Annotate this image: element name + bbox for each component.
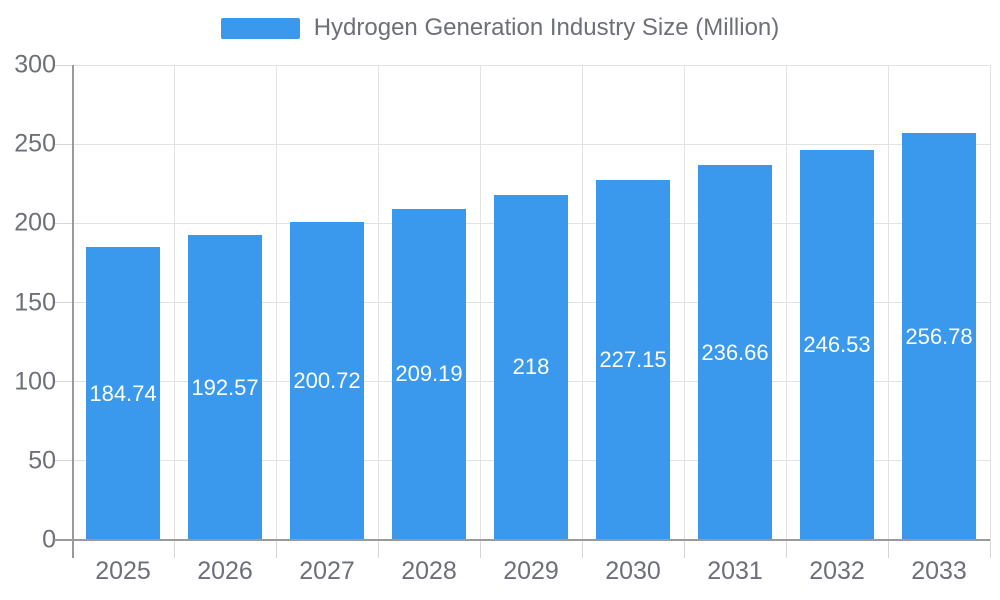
gridline-vertical <box>581 65 583 540</box>
x-axis-tick <box>377 540 379 558</box>
bar-value-label: 256.78 <box>905 323 973 349</box>
y-axis-tick <box>54 222 72 224</box>
gridline-vertical <box>785 65 787 540</box>
x-axis-label: 2032 <box>809 557 865 585</box>
bar[interactable] <box>188 235 262 540</box>
x-axis-tick <box>683 540 685 558</box>
y-axis-label: 250 <box>14 129 56 158</box>
bar-value-label: 236.66 <box>701 339 769 365</box>
x-axis-label: 2025 <box>95 557 151 585</box>
gridline-vertical <box>275 65 277 540</box>
y-axis-tick <box>54 381 72 383</box>
gridline-vertical <box>887 65 889 540</box>
x-axis-tick <box>275 540 277 558</box>
bar-value-label: 227.15 <box>599 347 667 373</box>
bar[interactable] <box>800 149 874 540</box>
gridline-vertical <box>683 65 685 540</box>
x-axis-tick <box>581 540 583 558</box>
x-axis-line <box>54 539 990 541</box>
y-axis-label: 100 <box>14 367 56 396</box>
y-axis-tick <box>54 64 72 66</box>
y-axis-label: 150 <box>14 288 56 316</box>
x-axis-label: 2029 <box>503 557 559 585</box>
x-axis-label: 2028 <box>401 557 457 585</box>
legend-label[interactable]: Hydrogen Generation Industry Size (Milli… <box>313 14 780 41</box>
x-axis-tick <box>479 540 481 558</box>
x-axis-label: 2026 <box>197 557 253 585</box>
bar-value-label: 218 <box>512 354 550 380</box>
x-axis-label: 2031 <box>707 557 763 585</box>
y-axis-tick <box>54 143 72 145</box>
x-axis-tick <box>887 540 889 558</box>
gridline-vertical <box>377 65 379 540</box>
gridline-vertical <box>479 65 481 540</box>
x-axis-tick <box>989 540 991 558</box>
gridline-horizontal <box>72 143 990 145</box>
gridline-horizontal <box>72 64 990 66</box>
gridline-vertical <box>173 65 175 540</box>
y-axis-tick <box>54 302 72 303</box>
y-axis-line <box>72 65 74 558</box>
bar[interactable] <box>902 133 976 540</box>
y-axis-label: 0 <box>42 525 56 554</box>
bar[interactable] <box>392 208 466 540</box>
bar-value-label: 200.72 <box>293 368 361 394</box>
bar[interactable] <box>86 247 160 540</box>
x-axis-label: 2027 <box>299 557 355 585</box>
y-axis-label: 50 <box>28 446 56 475</box>
x-axis-label: 2033 <box>911 557 967 585</box>
bar[interactable] <box>596 180 670 540</box>
bar-value-label: 192.57 <box>191 374 259 400</box>
x-axis-label: 2030 <box>605 557 661 585</box>
bar-value-label: 209.19 <box>395 361 463 387</box>
y-axis-label: 300 <box>14 50 56 79</box>
gridline-vertical <box>989 65 991 540</box>
y-axis-label: 200 <box>14 208 56 237</box>
bar[interactable] <box>494 194 568 540</box>
bar[interactable] <box>698 165 772 540</box>
x-axis-tick <box>173 540 175 558</box>
legend-swatch[interactable] <box>220 17 300 39</box>
bar-value-label: 246.53 <box>803 331 871 357</box>
plot-area: 0 50 100 150 200 250 300 184.74 2025 192.57 2026 20… <box>14 51 991 585</box>
y-axis-tick <box>54 460 72 462</box>
bar[interactable] <box>290 222 364 540</box>
bar-value-label: 184.74 <box>89 380 157 406</box>
legend: Hydrogen Generation Industry Size (Milli… <box>0 14 1000 42</box>
x-axis-tick <box>785 540 787 558</box>
